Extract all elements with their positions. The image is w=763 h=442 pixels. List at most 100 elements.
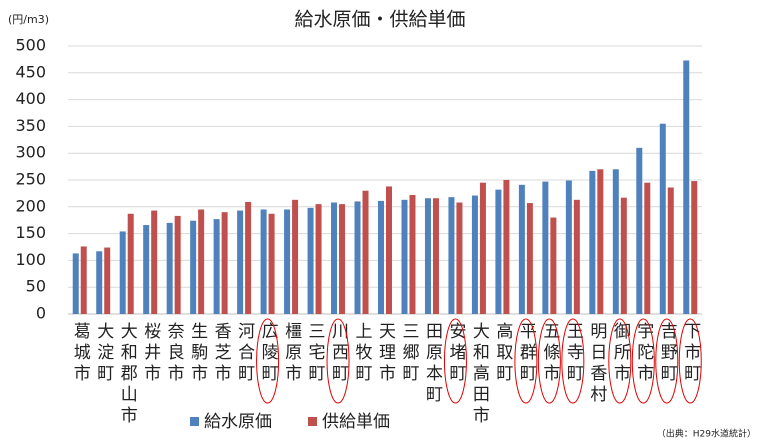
bar [503, 180, 510, 314]
bar [636, 147, 643, 314]
bar [479, 182, 486, 314]
bar [221, 212, 228, 314]
x-tick-label: 天理市 [375, 322, 396, 385]
bar [378, 200, 384, 314]
y-tick-label: 150 [15, 223, 46, 242]
bar [245, 201, 252, 314]
bar [589, 170, 596, 314]
bar [424, 198, 431, 314]
bar [386, 186, 392, 314]
bar [104, 247, 111, 314]
bar [237, 210, 244, 314]
bar [198, 209, 205, 314]
bar [292, 199, 299, 314]
bar [495, 189, 502, 314]
bar [339, 204, 346, 314]
y-tick-label: 200 [15, 196, 46, 215]
bar [612, 169, 619, 314]
bar [354, 201, 361, 314]
bar [518, 184, 525, 314]
y-tick-label: 0 [36, 304, 46, 323]
x-tick-label: 安堵町 [445, 322, 466, 385]
legend-swatch [190, 417, 199, 426]
bar [659, 123, 666, 314]
bar [526, 203, 533, 314]
x-tick-label: 大和郡山市 [117, 322, 138, 427]
y-tick-label: 350 [15, 116, 46, 135]
x-tick-label: 川西町 [328, 322, 349, 385]
x-tick-label: 大淀町 [93, 322, 114, 385]
bar [542, 181, 549, 314]
bar [127, 213, 134, 314]
bar [190, 220, 197, 314]
x-tick-label: 河合町 [234, 322, 255, 385]
bar [667, 187, 674, 314]
x-tick-label: 田原本町 [422, 322, 443, 406]
bar [119, 231, 126, 314]
bar [565, 180, 572, 314]
bar [409, 195, 416, 314]
x-tick-label: 下市町 [680, 322, 701, 385]
bar [644, 182, 651, 314]
bar [166, 222, 173, 314]
source: （出典：H29水道統計） [657, 428, 756, 440]
legend-label: 供給単価 [322, 412, 390, 432]
bar [213, 219, 220, 314]
x-tick-label: 広陵町 [258, 322, 279, 385]
bar [362, 190, 369, 314]
bar [432, 198, 439, 314]
x-tick-label: 上牧町 [352, 322, 373, 385]
y-tick-label: 450 [15, 62, 46, 81]
bar [691, 181, 698, 314]
x-tick-label: 五條市 [539, 322, 560, 385]
bar [143, 225, 150, 314]
bar [80, 246, 87, 314]
x-tick-label: 平群町 [516, 322, 537, 385]
legend-label: 給水原価 [204, 412, 272, 432]
legend-swatch [308, 417, 317, 426]
highlight-circle [631, 318, 655, 404]
y-tick-label: 50 [26, 277, 46, 296]
highlight-circle [561, 318, 585, 404]
x-tick-label: 王寺町 [563, 322, 584, 385]
bar [72, 253, 79, 314]
y-tick-label: 250 [15, 170, 46, 189]
x-tick-label: 葛城市 [70, 322, 91, 385]
highlight-circle [655, 318, 679, 404]
bar [448, 197, 455, 314]
y-unit: (円/m3) [8, 13, 49, 26]
highlight-circle [326, 318, 350, 404]
highlight-circle [514, 318, 538, 404]
x-tick-label: 吉野町 [657, 322, 678, 385]
x-tick-label: 生駒市 [187, 322, 208, 385]
y-tick-label: 300 [15, 143, 46, 162]
highlight-circle [537, 318, 561, 404]
highlight-circle [678, 318, 702, 404]
bar [471, 195, 478, 314]
x-tick-label: 桜井市 [140, 322, 161, 385]
bar [260, 209, 267, 314]
bar [151, 210, 158, 314]
bar [401, 199, 408, 314]
y-tick-label: 100 [15, 250, 46, 269]
bar [573, 199, 580, 314]
highlight-circle [443, 318, 467, 404]
bar [268, 213, 275, 314]
x-tick-label: 御所市 [610, 322, 631, 385]
bar [620, 197, 627, 314]
bar [331, 202, 338, 314]
bar [597, 169, 604, 314]
bar [174, 215, 181, 314]
bar [315, 204, 322, 314]
x-tick-label: 橿原市 [281, 322, 302, 385]
x-tick-label: 大和高田市 [469, 322, 490, 427]
chart-title: 給水原価・供給単価 [294, 9, 465, 31]
bar [96, 251, 103, 314]
x-tick-label: 三宅町 [305, 322, 326, 385]
x-tick-label: 三郷町 [398, 322, 419, 385]
x-tick-label: 明日香村 [586, 322, 607, 406]
y-tick-label: 400 [15, 89, 46, 108]
x-tick-label: 奈良市 [164, 322, 185, 385]
bar [307, 207, 314, 314]
